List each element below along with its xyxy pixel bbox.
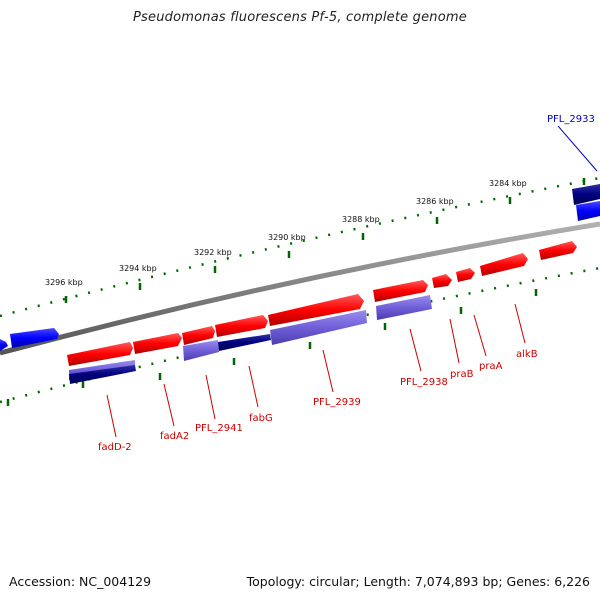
callout-line <box>322 349 334 393</box>
feature-block-dark <box>218 334 271 351</box>
gene-arrow-forward <box>539 241 577 260</box>
gene-label: PFL_2933 <box>547 114 595 125</box>
gene-arrow-reverse <box>576 201 600 221</box>
callout-line <box>106 394 117 438</box>
callout-line <box>205 374 216 420</box>
callout-line <box>514 303 526 344</box>
gene-label: fabG <box>249 413 273 424</box>
reverse-strand-genes <box>0 184 600 351</box>
feature-block-light <box>270 310 367 345</box>
accession-text: Accession: NC_004129 <box>9 574 152 589</box>
callout-lines <box>106 125 598 438</box>
gene-arrow-forward <box>480 253 528 276</box>
gene-arrow-forward <box>268 294 364 326</box>
gene-label: alkB <box>516 349 538 360</box>
callout-line <box>473 314 487 357</box>
gene-arrow-reverse <box>572 184 600 205</box>
scale-tick-label: 3294 kbp <box>119 264 157 273</box>
gene-arrow-forward <box>215 315 268 337</box>
gene-label: PFL_2939 <box>313 397 361 408</box>
inner-major-ticks <box>6 289 538 406</box>
scale-tick-label: 3290 kbp <box>268 233 306 242</box>
feature-block-dark <box>69 365 136 384</box>
outer-major-ticks <box>64 178 586 303</box>
feature-block-light <box>183 340 219 361</box>
map-title: Pseudomonas fluorescens Pf-5, complete g… <box>133 10 467 25</box>
gene-label: praA <box>479 361 503 372</box>
gene-arrow-reverse <box>0 339 8 351</box>
gene-label: fadA2 <box>160 431 189 442</box>
gene-arrow-forward <box>432 274 452 288</box>
feature-block-light <box>376 295 432 320</box>
callout-line <box>449 318 460 364</box>
feature-blocks <box>69 295 432 384</box>
forward-strand-genes <box>67 241 577 366</box>
scale-tick-label: 3292 kbp <box>194 248 232 257</box>
callout-line <box>248 365 259 408</box>
scale-tick-label: 3286 kbp <box>416 197 454 206</box>
genome-backbone <box>0 221 600 356</box>
callout-line <box>163 383 175 427</box>
gene-arrow-forward <box>373 280 428 302</box>
callout-line <box>557 125 598 172</box>
genome-summary-text: Topology: circular; Length: 7,074,893 bp… <box>246 574 590 589</box>
gene-arrow-forward <box>182 326 215 345</box>
callout-line <box>409 328 422 372</box>
gene-arrow-forward <box>133 333 182 354</box>
gene-arrow-forward <box>456 268 475 282</box>
gene-label: PFL_2941 <box>195 423 243 434</box>
scale-tick-label: 3288 kbp <box>342 215 380 224</box>
gene-label: praB <box>450 369 474 380</box>
gene-arrow-reverse <box>10 328 59 348</box>
gene-label: PFL_2938 <box>400 377 448 388</box>
gene-arrow-forward <box>67 342 133 366</box>
scale-tick-label: 3296 kbp <box>45 278 83 287</box>
scale-tick-label: 3284 kbp <box>489 179 527 188</box>
gene-label: fadD-2 <box>98 442 132 453</box>
